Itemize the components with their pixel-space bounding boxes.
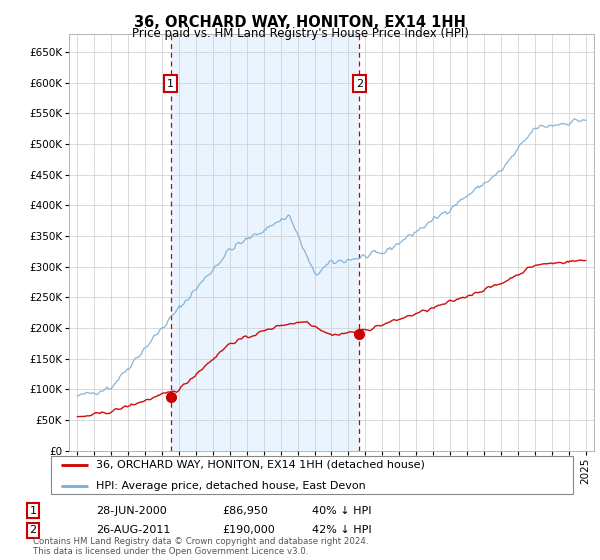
Text: Contains HM Land Registry data © Crown copyright and database right 2024.
This d: Contains HM Land Registry data © Crown c… <box>33 536 368 556</box>
Text: 2: 2 <box>356 78 363 88</box>
Text: 40% ↓ HPI: 40% ↓ HPI <box>312 506 371 516</box>
Text: 42% ↓ HPI: 42% ↓ HPI <box>312 525 371 535</box>
Text: 36, ORCHARD WAY, HONITON, EX14 1HH: 36, ORCHARD WAY, HONITON, EX14 1HH <box>134 15 466 30</box>
Text: 26-AUG-2011: 26-AUG-2011 <box>96 525 170 535</box>
Text: 36, ORCHARD WAY, HONITON, EX14 1HH (detached house): 36, ORCHARD WAY, HONITON, EX14 1HH (deta… <box>95 460 424 470</box>
FancyBboxPatch shape <box>50 456 574 493</box>
Text: £190,000: £190,000 <box>222 525 275 535</box>
Text: 1: 1 <box>167 78 174 88</box>
Text: £86,950: £86,950 <box>222 506 268 516</box>
Text: 28-JUN-2000: 28-JUN-2000 <box>96 506 167 516</box>
Text: Price paid vs. HM Land Registry's House Price Index (HPI): Price paid vs. HM Land Registry's House … <box>131 27 469 40</box>
Text: 1: 1 <box>29 506 37 516</box>
Text: HPI: Average price, detached house, East Devon: HPI: Average price, detached house, East… <box>95 482 365 491</box>
Bar <box>170 34 359 451</box>
Text: 2: 2 <box>29 525 37 535</box>
